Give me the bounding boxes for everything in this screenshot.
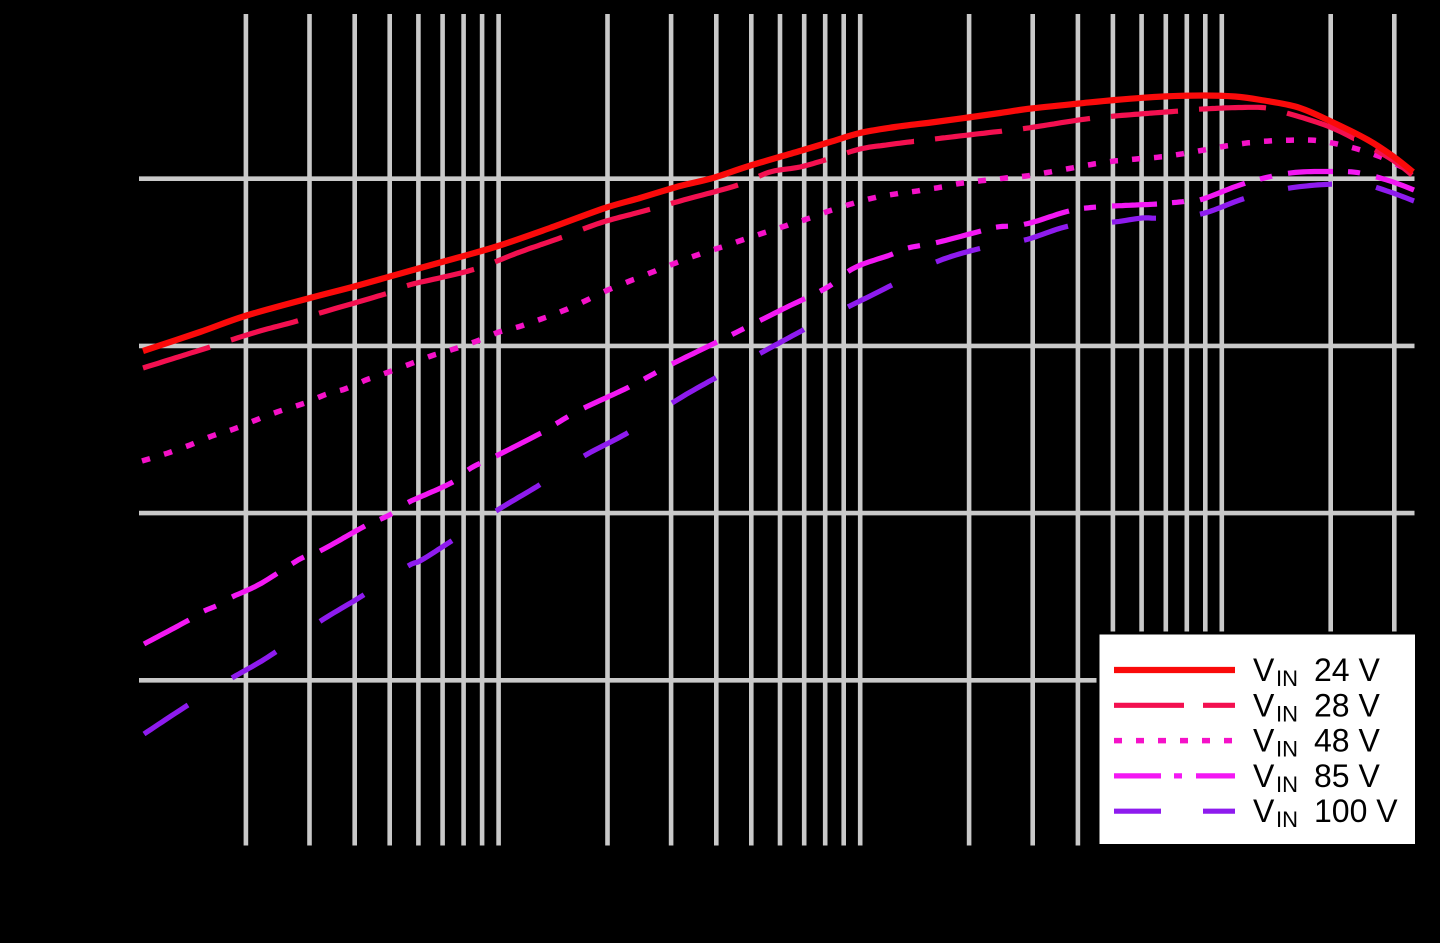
svg-text:IN: IN xyxy=(1276,772,1298,797)
svg-text:V: V xyxy=(1253,652,1275,688)
svg-text:IN: IN xyxy=(1276,737,1298,762)
svg-text:24 V: 24 V xyxy=(1314,652,1380,688)
svg-text:IN: IN xyxy=(1276,701,1298,726)
svg-text:IN: IN xyxy=(1276,666,1298,691)
svg-text:28 V: 28 V xyxy=(1314,687,1380,723)
svg-text:V: V xyxy=(1253,723,1275,759)
svg-text:48 V: 48 V xyxy=(1314,723,1380,759)
svg-text:IN: IN xyxy=(1276,807,1298,832)
svg-text:V: V xyxy=(1253,793,1275,829)
svg-text:V: V xyxy=(1253,687,1275,723)
svg-text:V: V xyxy=(1253,758,1275,794)
svg-text:100 V: 100 V xyxy=(1314,793,1398,829)
svg-text:85 V: 85 V xyxy=(1314,758,1380,794)
